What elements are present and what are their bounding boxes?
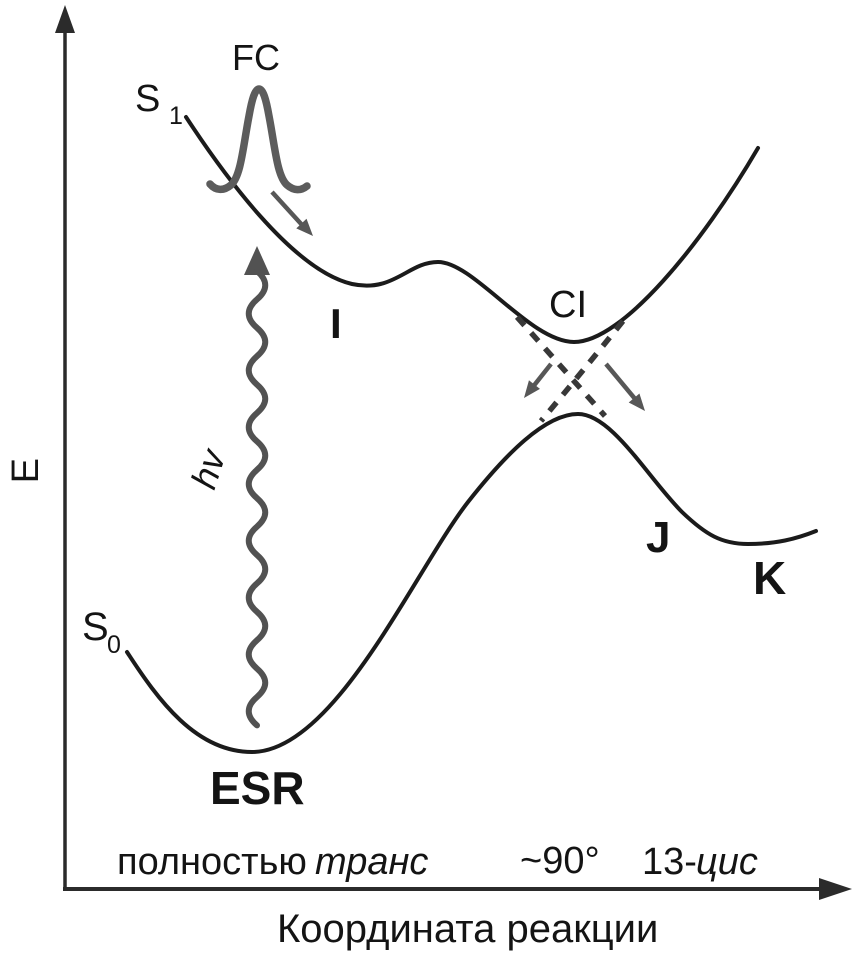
x-axis-arrowhead-icon [819,878,852,900]
s0-state-label: S 0 [82,605,121,659]
j-label: J [646,513,670,562]
s1-state-label: S 1 [135,78,183,130]
s1-potential-curve [184,115,760,345]
diabatic-dashed-line-right [538,319,626,423]
y-axis-arrowhead-icon [55,5,75,33]
all-trans-label-italic: транс [315,841,428,883]
cis-label-prefix: 13- [642,841,697,883]
i-label: I [330,300,342,347]
cis-label-italic: цис [696,841,758,883]
photon-arrow-head-icon [244,246,270,275]
photon-wavy-arrow-shaft [245,268,269,729]
diabatic-dashed-line-left [514,315,608,418]
ci-label: CI [549,284,587,326]
relaxation-arrow-head-icon [296,218,313,236]
ci-branch-arrow-right-shaft [604,362,638,402]
esr-label: ESR [210,762,305,814]
x-axis-label: Координата реакции [277,907,658,951]
k-label: K [753,552,786,604]
ci-branch-arrow-left-head-icon [524,380,540,398]
relaxation-arrow-shaft [270,190,305,228]
fc-label: FC [232,37,280,78]
all-trans-label-prefix: полностью [117,841,307,883]
ci-branch-arrow-left-shaft [530,362,553,390]
y-axis-label: E [5,458,47,483]
fc-wavepacket-shape [206,85,311,194]
twist-angle-label: ~90° [520,840,600,882]
photon-hv-label: hv [183,443,234,494]
s0-potential-curve [125,411,818,755]
ci-branch-arrow-right-head-icon [628,393,645,411]
